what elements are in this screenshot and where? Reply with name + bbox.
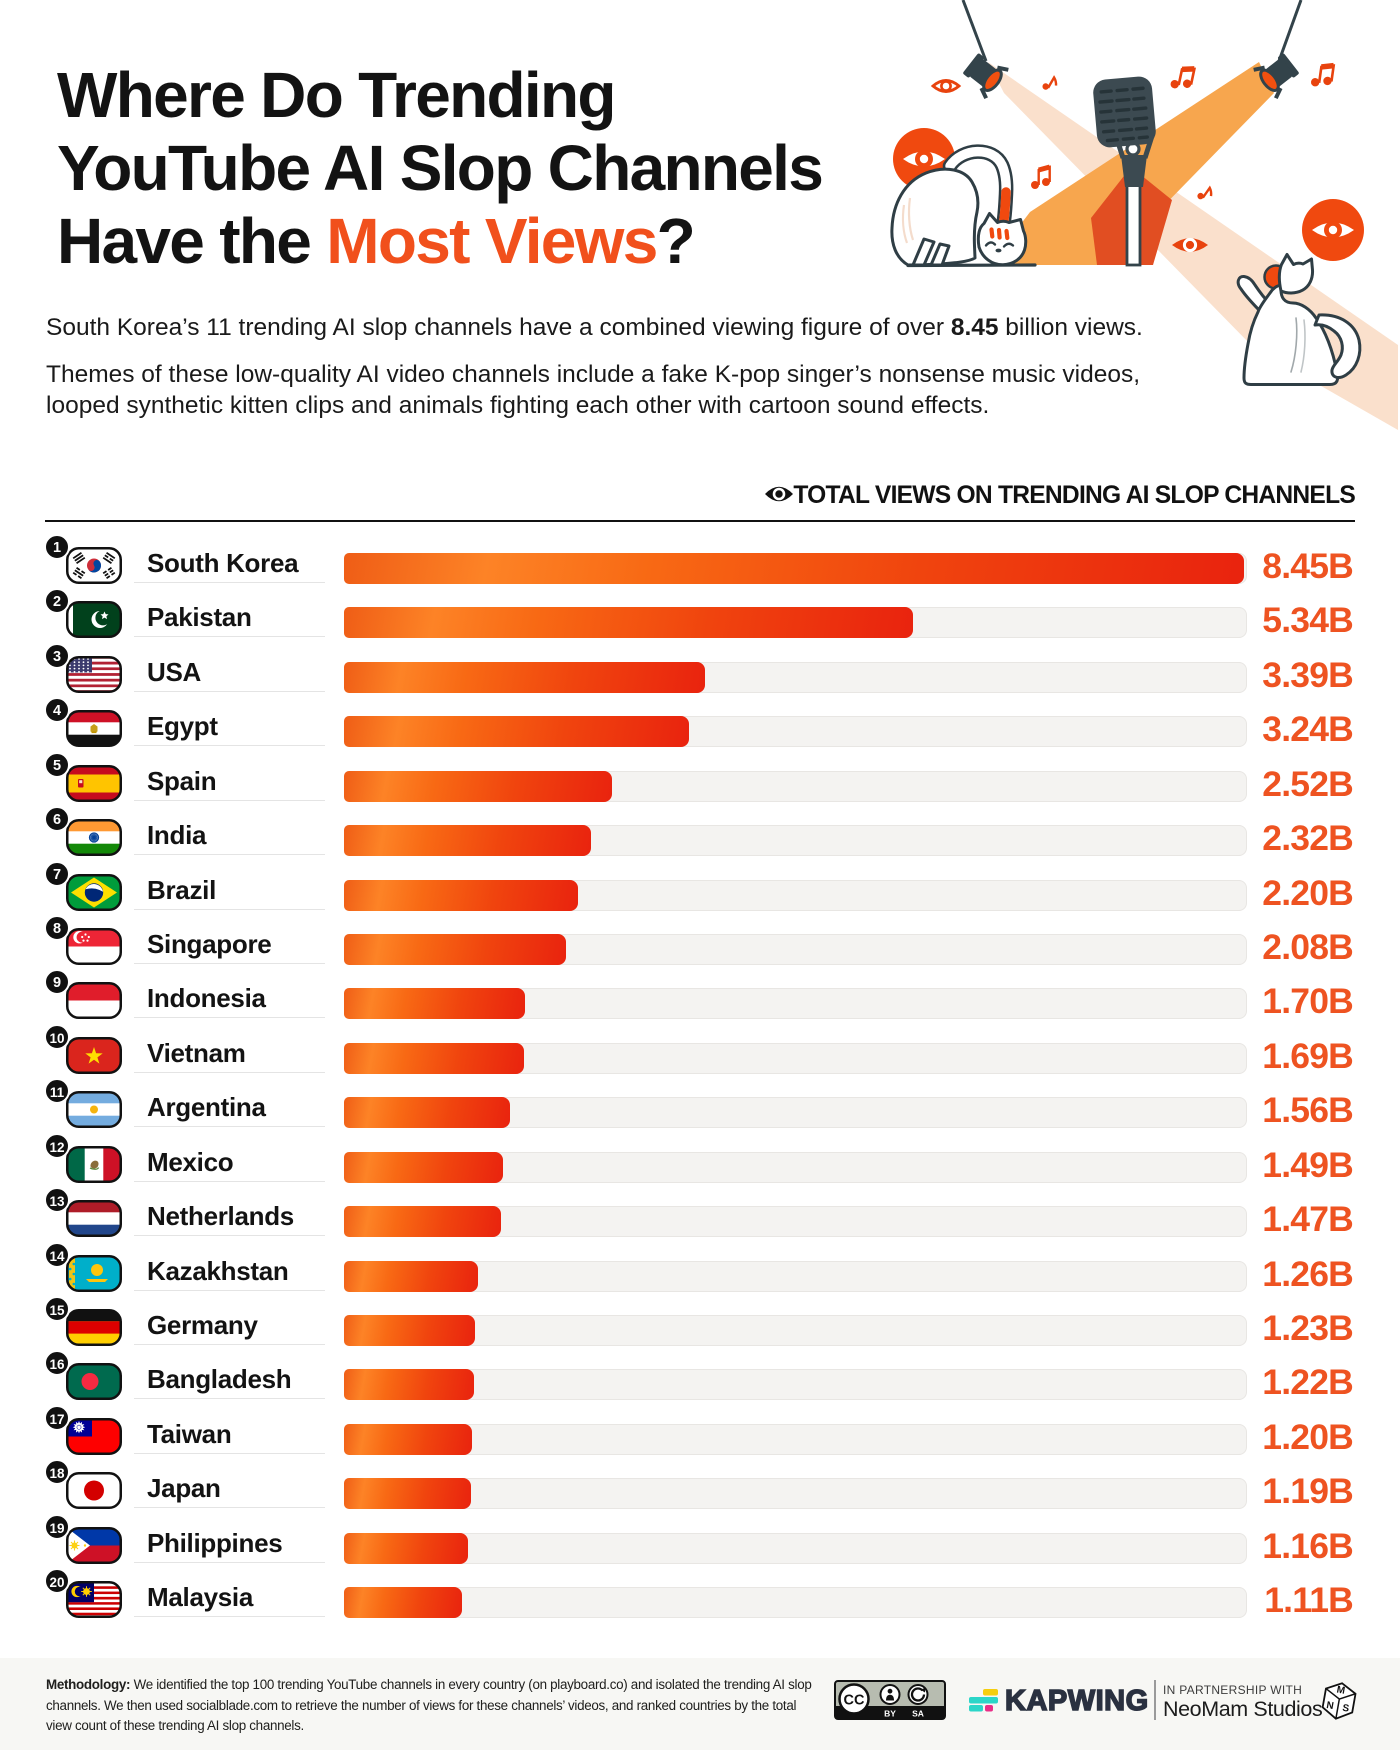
svg-text:N: N: [1325, 1700, 1334, 1712]
svg-text:CC: CC: [844, 1693, 865, 1709]
svg-text:SA: SA: [912, 1709, 924, 1719]
svg-text:M: M: [1336, 1685, 1346, 1697]
svg-text:BY: BY: [884, 1709, 896, 1719]
svg-text:S: S: [1342, 1703, 1351, 1715]
